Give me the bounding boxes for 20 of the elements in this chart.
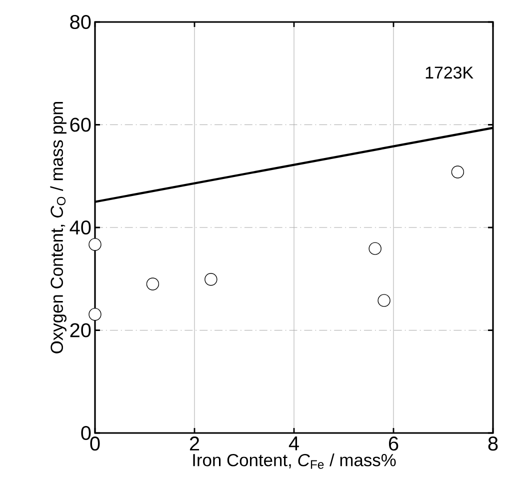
y-axis-title: Oxygen Content, C$_{O}$ / mass ppm <box>50 102 66 354</box>
point <box>146 278 160 290</box>
x-axis-title: Iron Content, C$_{Fe}$ / mass% <box>193 453 396 469</box>
point <box>378 294 390 307</box>
annotation: 1723K <box>426 66 474 79</box>
y-tick-label: 60 <box>70 118 91 132</box>
x-tick-label: 4 <box>288 436 299 450</box>
x-tick-label: 6 <box>388 436 398 451</box>
y-tick-label: 20 <box>70 323 91 338</box>
point <box>204 273 218 286</box>
y-tick-label: 0 <box>81 426 91 440</box>
point <box>451 166 464 178</box>
point <box>368 242 382 255</box>
y-tick-label: 40 <box>70 220 91 235</box>
y-tick-label: 80 <box>70 14 91 30</box>
point <box>88 308 102 321</box>
x-tick-label: 0 <box>90 436 100 451</box>
x-tick-label: 2 <box>190 436 200 450</box>
x-tick-label: 8 <box>488 436 498 451</box>
point <box>88 238 102 251</box>
